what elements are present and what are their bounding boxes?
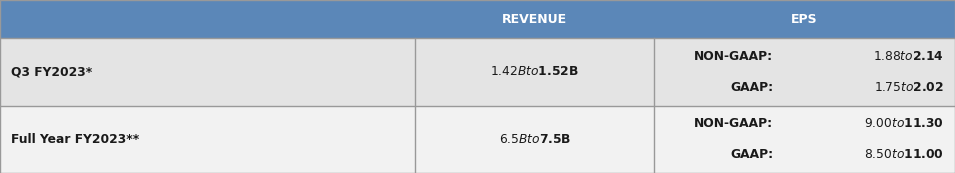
Text: $6.5B to $7.5B: $6.5B to $7.5B <box>499 133 571 146</box>
Text: GAAP:: GAAP: <box>731 81 774 94</box>
Text: $8.50 to $11.00: $8.50 to $11.00 <box>863 148 944 161</box>
Text: GAAP:: GAAP: <box>731 148 774 161</box>
Text: $1.42B to $1.52B: $1.42B to $1.52B <box>491 65 579 78</box>
Bar <box>0 106 955 173</box>
Text: Q3 FY2023*: Q3 FY2023* <box>11 65 93 78</box>
Text: NON-GAAP:: NON-GAAP: <box>694 117 774 130</box>
Text: Full Year FY2023**: Full Year FY2023** <box>11 133 139 146</box>
Text: $1.75 to $2.02: $1.75 to $2.02 <box>874 81 944 94</box>
Text: $9.00 to $11.30: $9.00 to $11.30 <box>863 117 944 130</box>
Bar <box>0 38 955 106</box>
Text: NON-GAAP:: NON-GAAP: <box>694 50 774 63</box>
Text: $1.88 to $2.14: $1.88 to $2.14 <box>873 50 944 63</box>
Text: EPS: EPS <box>792 12 817 26</box>
Bar <box>0 0 955 38</box>
Text: REVENUE: REVENUE <box>502 12 567 26</box>
